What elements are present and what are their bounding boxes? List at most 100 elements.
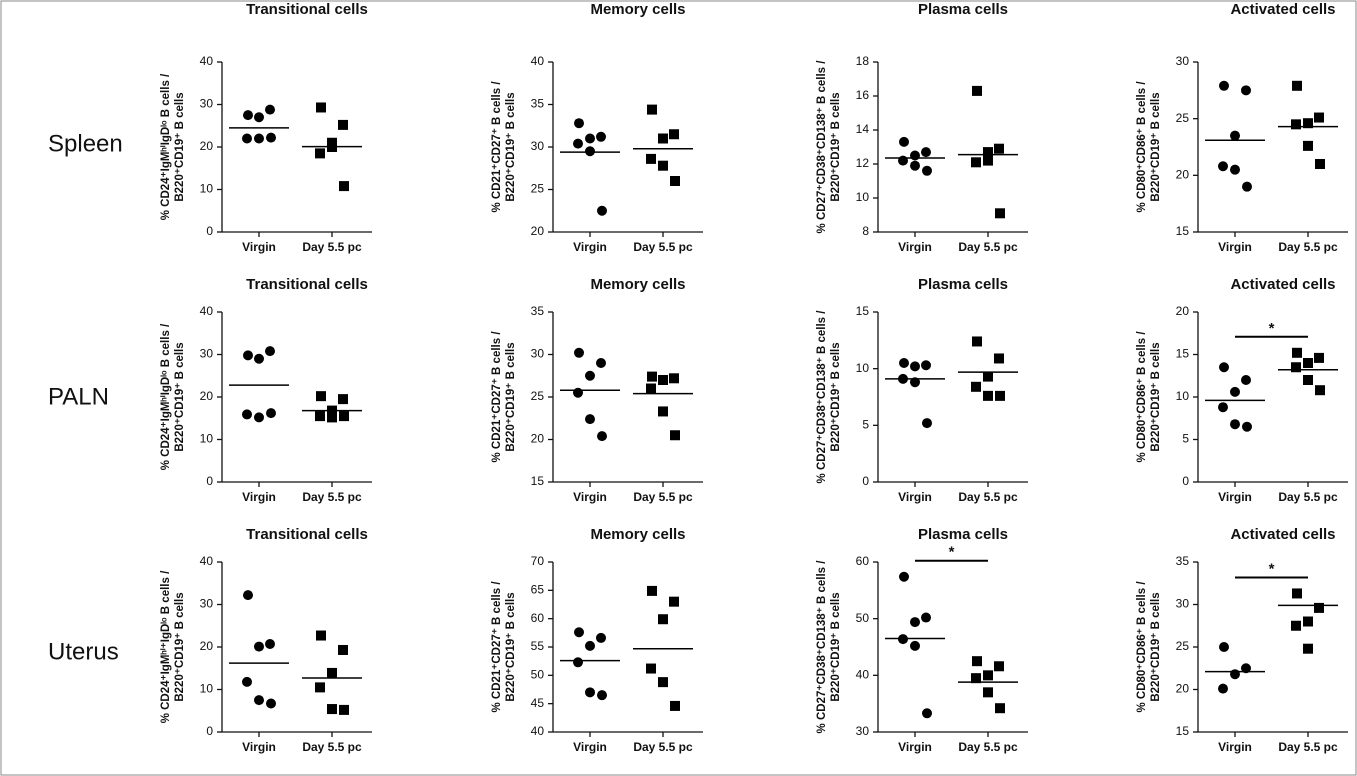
y-tick-label: 10	[200, 682, 214, 696]
point	[1303, 118, 1313, 129]
y-axis-label: % CD21⁺CD27⁺ B cells /	[491, 581, 503, 713]
point	[585, 640, 595, 651]
y-tick-label: 12	[856, 156, 870, 170]
point	[670, 430, 680, 441]
y-tick-label: 20	[1176, 168, 1190, 182]
y-tick-label: 65	[531, 583, 545, 597]
point	[596, 131, 606, 142]
point	[899, 358, 909, 368]
point	[254, 412, 264, 423]
point	[910, 640, 920, 651]
y-axis-label: % CD21⁺CD27⁺ B cells /	[491, 331, 503, 463]
y-tick-label: 0	[206, 724, 213, 738]
point	[922, 165, 932, 176]
point	[983, 390, 993, 401]
point	[983, 687, 993, 698]
x-tick-label: Day 5.5 pc	[1278, 240, 1338, 254]
y-axis-label: B220⁺CD19⁺ B cells	[1150, 92, 1162, 201]
chart-title: Activated cells	[1230, 1, 1335, 18]
y-axis-label: B220⁺CD19⁺ B cells	[174, 342, 186, 451]
x-tick-label: Day 5.5 pc	[958, 490, 1018, 504]
y-axis-label: B220⁺CD19⁺ B cells	[505, 92, 517, 201]
point	[995, 390, 1005, 401]
y-tick-label: 20	[531, 432, 545, 446]
point	[1230, 130, 1240, 141]
point	[585, 146, 595, 157]
point	[910, 361, 920, 372]
chart-title: Memory cells	[590, 276, 685, 293]
y-axis-label: % CD24⁺IgMʰⁱIgDˡᵒ B cells /	[158, 323, 172, 470]
y-tick-label: 16	[856, 88, 870, 102]
point	[266, 408, 276, 419]
y-axis-label: B220⁺CD19⁺ B cells	[830, 92, 842, 201]
y-axis-label: % CD21⁺CD27⁺ B cells /	[491, 81, 503, 213]
point	[339, 181, 349, 192]
y-tick-label: 10	[200, 182, 214, 196]
point	[1314, 602, 1324, 613]
y-tick-label: 20	[1176, 682, 1190, 696]
point	[1230, 669, 1240, 680]
point	[597, 431, 607, 442]
x-tick-label: Day 5.5 pc	[302, 490, 362, 504]
x-tick-label: Virgin	[898, 740, 932, 754]
point	[1314, 352, 1324, 363]
y-tick-label: 10	[856, 361, 870, 375]
point	[1242, 181, 1252, 192]
point	[994, 143, 1004, 154]
point	[994, 661, 1004, 672]
point	[1242, 421, 1252, 432]
y-tick-label: 15	[856, 304, 870, 318]
y-tick-label: 18	[856, 54, 870, 68]
point	[316, 630, 326, 641]
point	[971, 673, 981, 684]
point	[658, 375, 668, 385]
point	[1230, 164, 1240, 175]
point	[1218, 161, 1228, 172]
point	[243, 350, 253, 361]
y-axis-label: % CD80⁺CD86⁺ B cells /	[1136, 331, 1148, 463]
point	[242, 409, 252, 420]
point	[254, 112, 264, 123]
y-axis-label: % CD27⁺CD38⁺CD138⁺ B cells /	[816, 60, 828, 234]
y-axis-label: B220⁺CD19⁺ B cells	[505, 342, 517, 451]
point	[669, 373, 679, 384]
point	[573, 387, 583, 398]
point	[327, 704, 337, 715]
point	[585, 687, 595, 698]
point	[316, 391, 326, 402]
point	[574, 118, 584, 129]
point	[899, 136, 909, 147]
point	[254, 353, 264, 364]
y-tick-label: 55	[531, 639, 545, 653]
y-tick-label: 30	[200, 97, 214, 111]
point	[339, 704, 349, 715]
y-tick-label: 40	[200, 554, 214, 568]
y-tick-label: 30	[531, 347, 545, 361]
y-tick-label: 25	[531, 389, 545, 403]
point	[669, 596, 679, 607]
point	[254, 133, 264, 144]
point	[243, 590, 253, 601]
point	[983, 147, 993, 158]
x-tick-label: Virgin	[242, 240, 276, 254]
point	[1292, 347, 1302, 358]
y-tick-label: 0	[862, 474, 869, 488]
y-tick-label: 30	[856, 724, 870, 738]
x-tick-label: Virgin	[1218, 740, 1252, 754]
y-tick-label: 45	[531, 696, 545, 710]
point	[265, 104, 275, 115]
y-axis-label: % CD80⁺CD86⁺ B cells /	[1136, 581, 1148, 713]
point	[658, 677, 668, 688]
x-tick-label: Day 5.5 pc	[1278, 740, 1338, 754]
point	[922, 708, 932, 719]
y-axis-label: B220⁺CD19⁺ B cells	[1150, 592, 1162, 701]
y-axis-label: % CD27⁺CD38⁺CD138⁺ B cells /	[816, 310, 828, 484]
point	[910, 150, 920, 161]
point	[1241, 85, 1251, 96]
point	[316, 102, 326, 113]
point	[670, 700, 680, 711]
y-tick-label: 30	[1176, 54, 1190, 68]
point	[646, 663, 656, 674]
point	[1291, 620, 1301, 631]
